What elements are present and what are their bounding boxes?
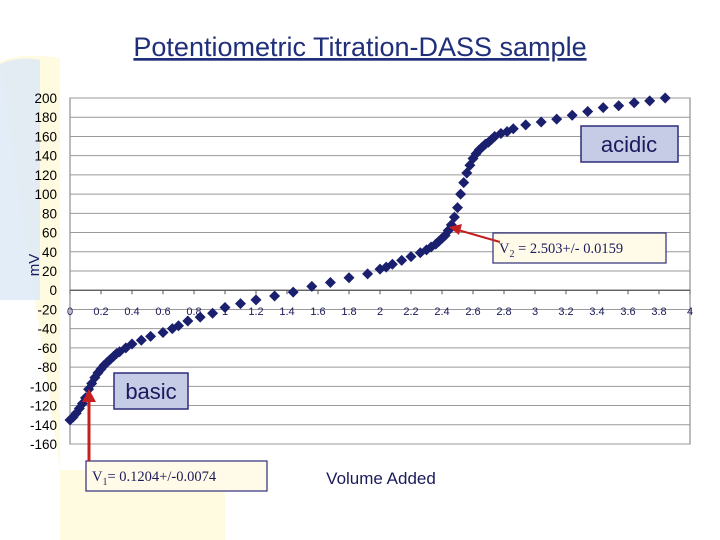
data-point [452,202,463,214]
data-point [396,254,408,266]
y-tick-label: 100 [34,187,57,202]
data-point [628,97,640,109]
x-tick-label: 0.6 [155,306,170,318]
basic-box [113,372,189,410]
data-point [405,251,417,263]
y-tick-label: 180 [34,110,57,125]
y-tick-label: -100 [30,379,57,394]
data-point [551,113,563,125]
data-point [535,116,547,128]
y-tick-label: 140 [34,149,57,164]
y-axis-ticks: 200180160140120100806040200-20-40-60-80-… [30,91,57,452]
data-point [145,330,157,342]
acidic-box [580,125,679,163]
x-tick-label: 2.2 [403,306,418,318]
x-tick-label: 2.4 [434,306,449,318]
y-tick-label: 0 [49,283,57,298]
x-tick-label: 4 [687,306,693,318]
x-tick-label: 3.4 [589,306,604,318]
y-tick-label: -40 [37,322,57,337]
x-tick-label: 1.2 [248,306,263,318]
data-point [448,211,460,223]
y-tick-label: 200 [34,91,57,106]
data-point [659,92,671,104]
x-tick-label: 2.8 [496,306,511,318]
x-axis-label: Volume Added [326,469,436,488]
yellow-accent-shape [0,55,225,540]
x-tick-label: 0.2 [93,306,108,318]
x-tick-label: 3 [532,306,538,318]
data-point [644,95,656,107]
y-tick-label: 120 [34,168,57,183]
v1-label: V1= 0.1204+/-0.0074 [92,469,217,488]
data-point [362,268,374,280]
x-tick-label: 3.6 [620,306,635,318]
data-point [507,123,519,135]
data-point [173,320,184,332]
data-point [250,294,262,306]
y-tick-label: 40 [42,245,57,260]
x-tick-label: 3.8 [651,306,666,318]
data-point [597,102,609,114]
y-tick-label: -160 [30,437,57,452]
x-tick-label: 0.4 [124,306,139,318]
blue-accent-shape [0,58,40,300]
y-tick-label: -140 [30,418,57,433]
y-axis-label: mV [26,254,43,277]
data-point [458,177,470,189]
data-point [157,327,169,339]
v1-arrowhead [82,389,96,402]
data-point [219,302,231,314]
x-tick-label: 1.6 [310,306,325,318]
data-point [455,188,467,200]
data-point [613,100,625,112]
basic-label: basic [125,379,176,404]
data-point [182,315,194,327]
v2-arrowhead [449,224,462,235]
data-point [269,290,281,302]
v1-box [85,460,268,492]
y-tick-label: 80 [42,206,57,221]
data-point [207,307,219,319]
data-point [287,286,299,298]
y-tick-label: 160 [34,129,57,144]
data-point [135,334,147,346]
data-point [235,298,246,310]
y-tick-label: -120 [30,399,57,414]
data-points [64,92,671,426]
data-point [343,272,355,284]
data-point [582,105,594,117]
y-tick-label: 20 [42,264,57,279]
data-point [324,277,336,289]
acidic-label: acidic [601,132,657,157]
x-tick-label: 1.8 [341,306,356,318]
y-tick-label: -80 [37,360,57,375]
data-point [520,119,532,131]
data-point [306,280,318,292]
x-tick-label: 0 [67,306,73,318]
x-tick-label: 2.6 [465,306,480,318]
chart-title: Potentiometric Titration-DASS sample [133,32,586,62]
v2-label: V2 = 2.503+/- 0.0159 [499,241,623,260]
y-tick-label: -20 [37,302,57,317]
data-point [386,258,398,270]
y-tick-label: 60 [42,226,57,241]
data-point [566,109,578,121]
v2-arrow [457,229,501,243]
x-tick-label: 2 [377,306,383,318]
y-tick-label: -60 [37,341,57,356]
x-tick-label: 3.2 [558,306,573,318]
x-tick-label: 1.4 [279,306,294,318]
v2-box [492,232,667,264]
data-point [194,311,206,323]
data-point [126,338,138,350]
